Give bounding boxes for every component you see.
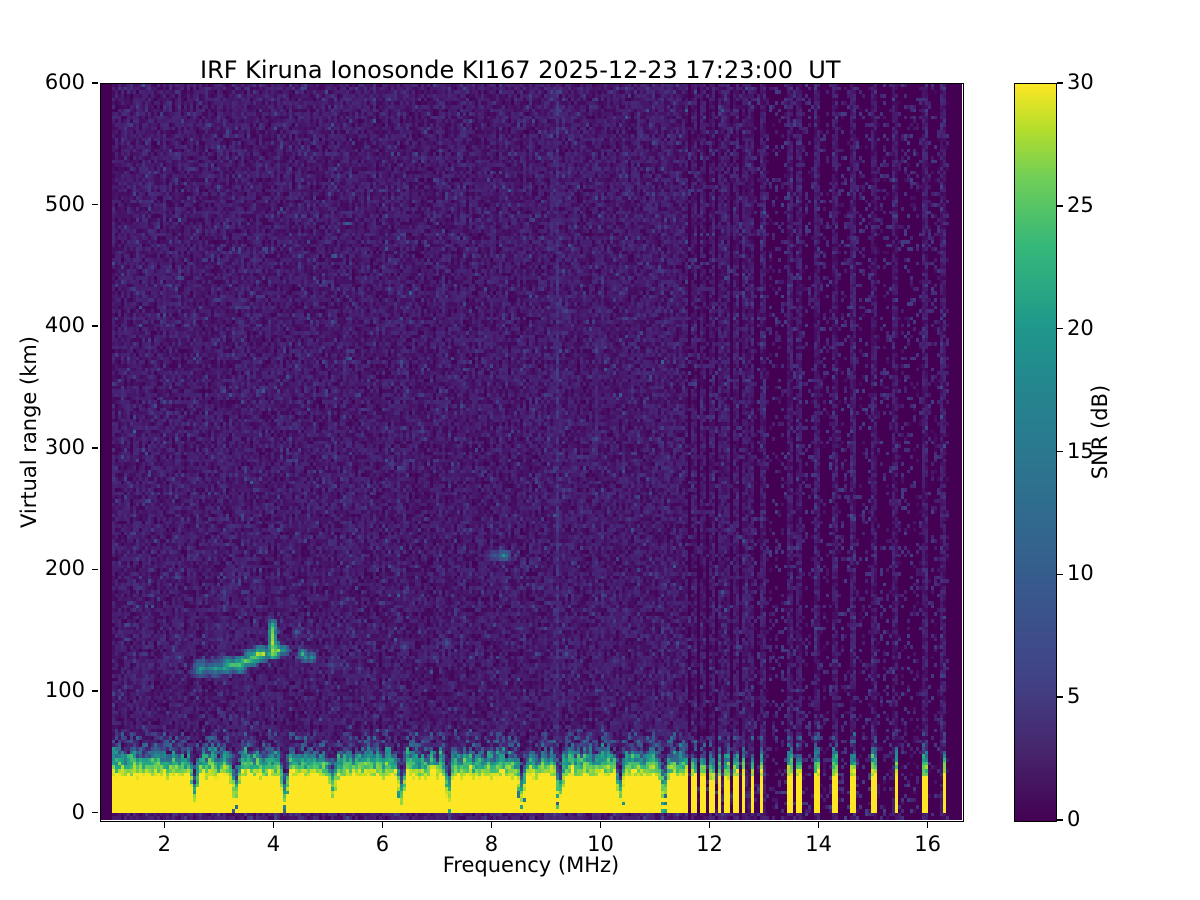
- x-tick-mark: [599, 821, 602, 828]
- x-tick-label: 10: [587, 832, 614, 856]
- y-tick-label: 0: [71, 799, 85, 824]
- x-tick-label: 4: [266, 832, 281, 856]
- colorbar-tick-label: 10: [1067, 561, 1094, 586]
- ionogram-plot-area: [100, 83, 962, 820]
- y-tick-label: 500: [44, 191, 85, 216]
- y-tick-mark: [92, 447, 99, 449]
- colorbar-tick-label: 15: [1067, 438, 1094, 463]
- x-tick-label: 12: [696, 832, 723, 856]
- y-tick-mark: [92, 811, 99, 814]
- y-axis-label: Virtual range (km): [17, 335, 41, 529]
- ionogram-heatmap-canvas: [100, 83, 962, 820]
- x-tick-label: 8: [484, 832, 499, 856]
- x-tick-label: 2: [157, 832, 172, 856]
- colorbar-tick-mark: [1056, 327, 1063, 330]
- x-tick-label: 6: [375, 832, 390, 856]
- x-tick-mark: [381, 821, 384, 828]
- colorbar-tick-label: 20: [1067, 315, 1094, 340]
- y-tick-mark: [92, 325, 99, 328]
- colorbar-tick-mark: [1056, 82, 1063, 84]
- x-tick-mark: [272, 821, 275, 828]
- colorbar-tick-mark: [1056, 205, 1063, 207]
- y-tick-label: 100: [44, 678, 85, 703]
- colorbar: [1014, 83, 1057, 822]
- x-axis-label: Frequency (MHz): [442, 853, 620, 877]
- colorbar-tick-mark: [1056, 573, 1063, 576]
- x-tick-label: 14: [805, 832, 832, 856]
- colorbar-tick-mark: [1056, 450, 1063, 453]
- x-tick-mark: [926, 821, 929, 828]
- colorbar-tick-label: 5: [1067, 684, 1081, 709]
- colorbar-tick-label: 30: [1067, 70, 1094, 94]
- colorbar-tick-mark: [1056, 819, 1063, 821]
- colorbar-tick-label: 0: [1067, 807, 1081, 831]
- x-tick-mark: [490, 821, 493, 828]
- x-tick-mark: [708, 821, 711, 828]
- y-tick-label: 200: [44, 556, 85, 581]
- figure-title-line1: IRF Kiruna Ionosonde KI167 2025-12-23 17…: [199, 56, 841, 84]
- x-tick-mark: [163, 821, 166, 828]
- y-tick-mark: [92, 203, 99, 206]
- x-tick-label: 16: [914, 832, 941, 856]
- y-tick-mark: [92, 690, 99, 692]
- colorbar-tick-mark: [1056, 696, 1063, 698]
- y-tick-mark: [92, 568, 99, 571]
- y-tick-label: 300: [44, 434, 85, 459]
- y-tick-label: 400: [44, 313, 85, 338]
- y-tick-label: 600: [44, 70, 85, 94]
- y-tick-mark: [92, 82, 99, 84]
- colorbar-tick-label: 25: [1067, 192, 1094, 217]
- colorbar-label: SNR (dB): [1088, 384, 1112, 480]
- x-tick-mark: [817, 821, 820, 828]
